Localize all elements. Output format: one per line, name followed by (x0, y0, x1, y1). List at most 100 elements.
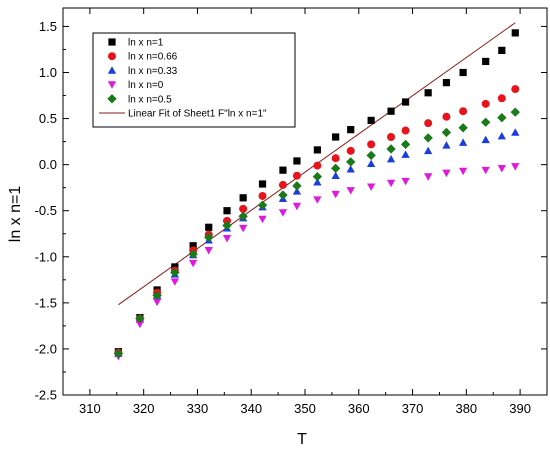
data-point (189, 242, 197, 250)
data-point (424, 146, 433, 155)
data-point (152, 290, 162, 301)
data-point (387, 133, 396, 141)
legend-box (92, 32, 296, 128)
data-point (152, 298, 162, 307)
data-point (331, 190, 340, 199)
data-point (458, 167, 468, 176)
legend-entry: ln x n=0 (128, 80, 164, 91)
data-point (386, 144, 396, 154)
data-point (424, 119, 433, 128)
data-point (292, 202, 302, 211)
data-point (481, 135, 490, 144)
data-point (346, 157, 356, 167)
data-point (331, 171, 340, 180)
x-tick-label: 370 (402, 401, 424, 416)
data-point (401, 98, 410, 106)
data-point (332, 133, 340, 141)
y-tick-label: -2.0 (35, 341, 57, 356)
y-tick-label: 0.0 (39, 157, 57, 172)
data-point (204, 232, 214, 243)
data-point (424, 89, 432, 97)
data-point (346, 165, 355, 173)
data-point (482, 57, 490, 66)
axes: 310 320 330 340 350 360 370 380 390 -2.5 -2.0 -1.5 -… (35, 7, 548, 416)
data-point (401, 150, 410, 158)
x-tick-label: 380 (455, 401, 477, 416)
data-point (441, 127, 452, 138)
data-point (239, 194, 247, 202)
legend-entry: ln x n=1 (128, 38, 164, 49)
data-point (401, 177, 410, 186)
data-point (459, 68, 467, 77)
y-axis-title: ln x n=1 (7, 186, 24, 243)
data-point (278, 190, 288, 200)
data-point (312, 171, 323, 182)
legend-marker (107, 94, 117, 104)
legend: ln x n=1 ln x n=0.66 ln x n=0.33 ln x n=0 ln… (92, 32, 296, 128)
data-point (222, 220, 232, 231)
data-point (387, 107, 395, 115)
data-point (366, 150, 376, 161)
data-point (497, 94, 506, 103)
data-point (347, 126, 355, 134)
data-point (497, 112, 507, 123)
data-point (135, 320, 145, 329)
data-point (279, 166, 287, 174)
legend-entry: ln x n=0.5 (128, 94, 172, 105)
data-point (458, 123, 468, 133)
legend-entry: ln x n=0.33 (128, 66, 178, 77)
data-point (313, 196, 322, 204)
data-point (170, 267, 180, 278)
data-point (238, 211, 248, 221)
legend-marker (108, 38, 116, 46)
data-point (510, 107, 520, 117)
data-point (257, 200, 268, 210)
data-point (400, 139, 411, 150)
data-point (511, 29, 519, 37)
data-point (424, 173, 433, 181)
data-point (330, 163, 341, 174)
data-point (292, 187, 302, 195)
data-point (386, 154, 396, 163)
legend-entry: Linear Fit of Sheet1 F"ln x n=1" (128, 109, 267, 120)
data-point (278, 180, 287, 189)
data-point (205, 223, 213, 231)
x-tick-label: 330 (187, 401, 209, 416)
data-point (511, 128, 520, 136)
data-point (367, 140, 376, 149)
data-point (401, 126, 410, 135)
data-point (511, 85, 520, 94)
data-point (258, 191, 267, 200)
data-point (442, 79, 451, 87)
y-tick-label: -1.5 (35, 295, 57, 310)
x-axis-title: T (297, 431, 307, 448)
legend-marker (107, 81, 117, 89)
data-point (497, 131, 506, 140)
y-tick-label: 0.5 (39, 111, 57, 126)
data-point (458, 138, 468, 146)
y-tick-label: -2.5 (35, 388, 57, 403)
data-point (204, 247, 213, 255)
y-tick-label: -1.0 (35, 249, 57, 264)
data-point (498, 46, 506, 54)
y-tick-label: -0.5 (35, 203, 57, 218)
data-point (481, 99, 490, 108)
data-point (222, 235, 232, 243)
x-tick-label: 320 (133, 401, 155, 416)
data-point (367, 183, 376, 191)
data-point (497, 165, 506, 173)
data-point (442, 112, 451, 121)
series-3 (114, 163, 520, 361)
plot-area (113, 22, 520, 361)
data-point (258, 215, 267, 224)
x-tick-label: 390 (509, 401, 531, 416)
data-point (170, 278, 179, 286)
data-point (367, 116, 375, 125)
data-point (386, 179, 396, 188)
data-point (331, 154, 340, 163)
x-tick-label: 350 (294, 401, 316, 416)
x-tick-label: 340 (240, 401, 262, 416)
data-point (423, 133, 433, 143)
data-point (313, 178, 322, 186)
